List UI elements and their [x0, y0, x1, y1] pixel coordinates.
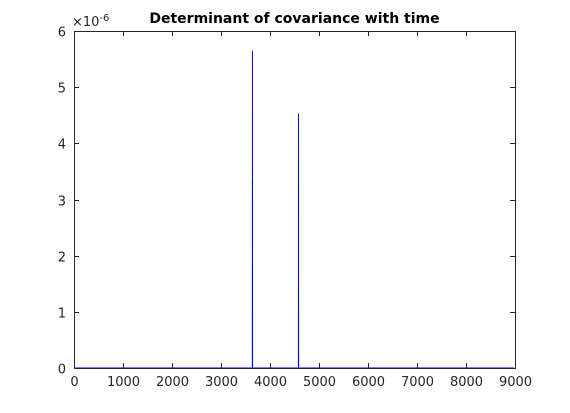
x-tick-label: 6000	[352, 375, 385, 390]
x-tick-label: 4000	[254, 375, 287, 390]
x-tick-label: 5000	[303, 375, 336, 390]
chart-title: Determinant of covariance with time	[149, 11, 439, 27]
plot-area	[74, 31, 515, 368]
y-tick-label: 5	[58, 82, 66, 97]
y-tick-label: 0	[58, 363, 66, 378]
x-tick-label: 2000	[156, 375, 189, 390]
x-axis-ticks: 0 1000 2000 3000 4000 5000 6000 7000 8000 9000	[70, 31, 532, 390]
y-tick-label: 2	[58, 251, 66, 266]
x-tick-label: 9000	[499, 375, 532, 390]
x-tick-label: 1000	[107, 375, 140, 390]
y-axis-exponent: ×10-6	[72, 13, 109, 30]
y-axis-exponent-power: -6	[99, 13, 109, 24]
y-tick-label: 1	[58, 307, 66, 322]
y-tick-label: 4	[58, 138, 66, 153]
x-tick-label: 8000	[450, 375, 483, 390]
x-tick-label: 7000	[401, 375, 434, 390]
y-axis-exponent-base: ×10	[72, 15, 99, 30]
x-tick-label: 3000	[205, 375, 238, 390]
y-tick-label: 6	[58, 26, 66, 41]
y-axis-ticks: 0 1 2 3 4 5 6	[58, 26, 515, 378]
x-tick-label: 0	[70, 375, 78, 390]
y-tick-label: 3	[58, 195, 66, 210]
